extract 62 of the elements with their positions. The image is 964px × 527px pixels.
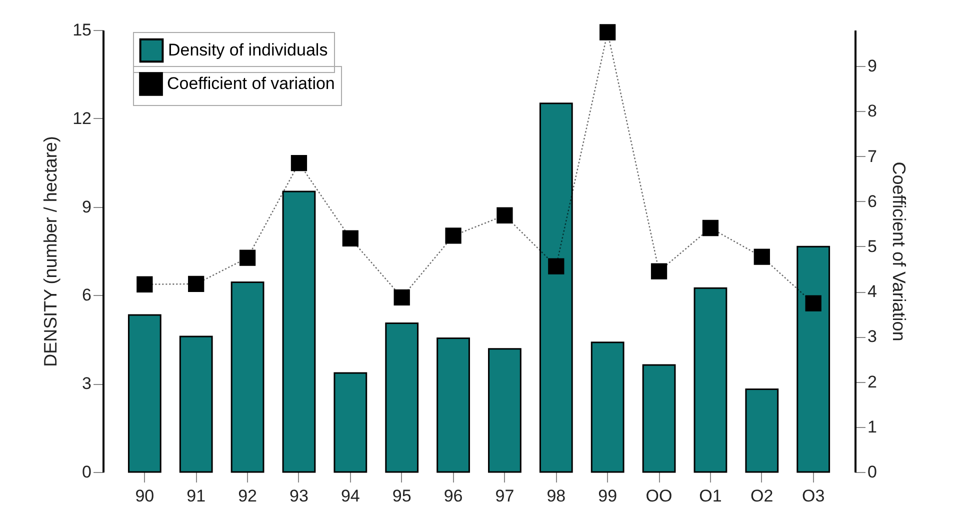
y2-tick-label: 1 bbox=[868, 417, 877, 436]
y2-tick-label: 9 bbox=[868, 56, 877, 76]
bar bbox=[590, 342, 624, 473]
bar bbox=[694, 287, 728, 473]
bar bbox=[230, 281, 264, 473]
bar bbox=[436, 337, 470, 473]
x-tick-label: 90 bbox=[135, 486, 154, 506]
y-tick-label: 12 bbox=[72, 108, 92, 128]
point bbox=[394, 289, 410, 306]
bar bbox=[539, 102, 573, 473]
point bbox=[239, 250, 256, 266]
x-tick-label: 93 bbox=[290, 486, 308, 506]
bar bbox=[385, 322, 419, 473]
x-tick-label: O2 bbox=[750, 486, 774, 506]
y-tick-label: 0 bbox=[82, 462, 92, 482]
y-tick-label: 3 bbox=[82, 374, 92, 394]
x-tick-label: 99 bbox=[598, 486, 618, 506]
x-tick-label: O1 bbox=[699, 486, 722, 506]
bar bbox=[745, 388, 779, 473]
y2-tick-label: 4 bbox=[868, 282, 877, 302]
y-tick-label: 6 bbox=[82, 286, 92, 305]
x-tick-label: 91 bbox=[186, 486, 206, 506]
point bbox=[548, 258, 564, 274]
point bbox=[496, 207, 513, 224]
bar bbox=[179, 336, 213, 473]
point bbox=[342, 230, 358, 246]
point bbox=[650, 263, 668, 280]
x-tick-label: 97 bbox=[495, 486, 514, 506]
x-tick-label: 94 bbox=[340, 486, 360, 506]
y-tick-label: 15 bbox=[72, 20, 92, 40]
y2-axis-title: Coefficient of Variation bbox=[888, 162, 909, 342]
y2-tick-label: 7 bbox=[868, 146, 877, 166]
bar bbox=[488, 348, 522, 473]
y-axis-title: DENSITY (number / hectare) bbox=[40, 136, 61, 367]
bar bbox=[642, 364, 676, 473]
y2-tick-label: 2 bbox=[868, 372, 877, 392]
x-tick-label: 92 bbox=[238, 486, 257, 506]
x-tick-label: OO bbox=[646, 486, 672, 506]
legend-label: Coefficient of variation bbox=[167, 74, 335, 93]
y2-tick-label: 8 bbox=[868, 102, 877, 121]
x-tick-label: 98 bbox=[546, 486, 566, 506]
y2-tick-label: 5 bbox=[868, 236, 877, 256]
legend-label: Density of individuals bbox=[168, 40, 328, 60]
point bbox=[445, 228, 462, 244]
y2-tick-label: 3 bbox=[868, 327, 877, 346]
x-tick-label: O3 bbox=[802, 486, 825, 506]
y2-tick-label: 0 bbox=[868, 462, 877, 482]
bar bbox=[796, 246, 830, 473]
point bbox=[702, 220, 719, 236]
bar bbox=[128, 314, 162, 473]
point bbox=[805, 295, 822, 312]
x-tick-label: 95 bbox=[392, 486, 412, 506]
point bbox=[600, 24, 616, 40]
point bbox=[188, 276, 204, 292]
bar bbox=[334, 372, 368, 473]
bar bbox=[282, 190, 316, 473]
y2-tick-label: 6 bbox=[868, 192, 877, 211]
y-tick-label: 9 bbox=[82, 197, 92, 216]
point bbox=[754, 248, 770, 265]
point bbox=[290, 154, 308, 172]
x-tick-label: 96 bbox=[444, 486, 463, 506]
point bbox=[136, 276, 153, 292]
